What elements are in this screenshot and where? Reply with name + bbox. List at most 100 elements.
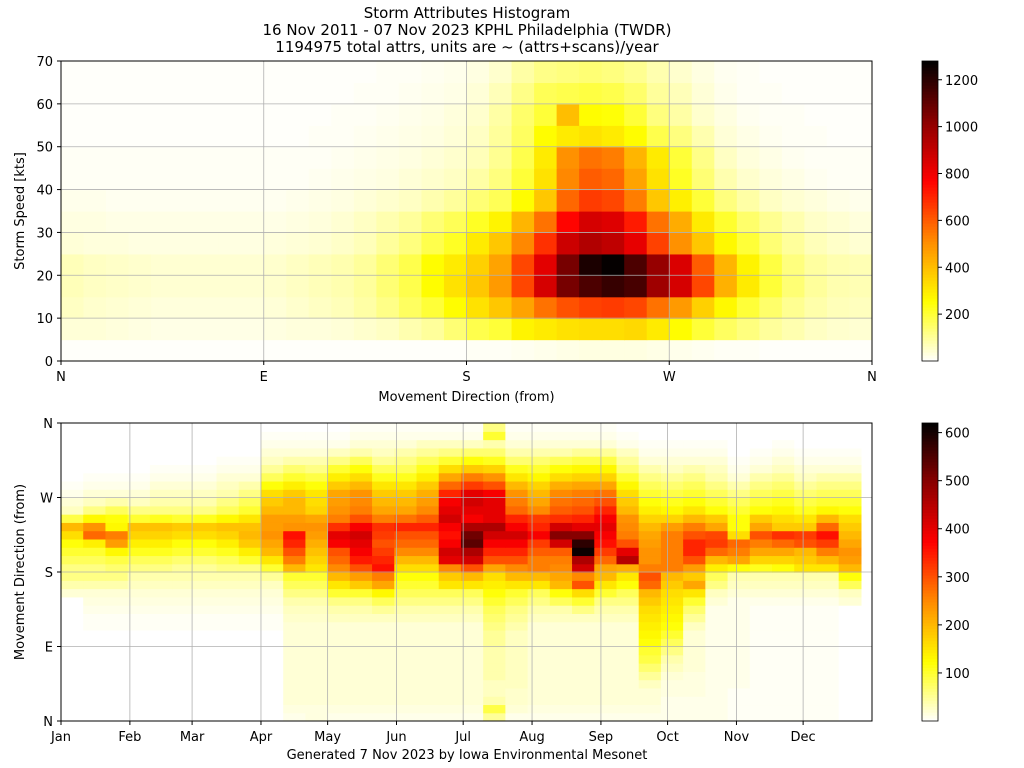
heatmap-cell [549,472,573,482]
heatmap-cell [394,580,418,590]
heatmap-cell [691,339,715,361]
heatmap-cell [61,654,84,664]
heatmap-cell [61,704,84,714]
heatmap-cell [127,538,151,548]
heatmap-cell [349,423,373,432]
heatmap-cell [61,146,85,169]
heatmap-cell [438,447,462,457]
colorbar-segment [922,175,938,179]
heatmap-cell [781,146,806,169]
colorbar-segment [922,607,938,612]
heatmap-cell [772,704,795,714]
colorbar-segment [922,184,938,188]
heatmap-cell [624,189,648,212]
heatmap-cell [549,447,573,457]
heatmap-cell [749,489,773,499]
heatmap-cell [460,679,484,689]
heatmap-cell [196,339,220,361]
heatmap-cell [572,464,595,474]
heatmap-cell [105,605,129,614]
heatmap-cell [260,654,284,664]
heatmap-cell [749,472,773,482]
heatmap-cell [372,522,395,532]
heatmap-cell [759,318,783,341]
heatmap-cell [601,146,625,169]
heatmap-cell [416,505,440,515]
heatmap-cell [759,82,783,105]
heatmap-cell [772,439,795,449]
heatmap-cell [398,103,423,126]
heatmap-cell [398,275,423,298]
heatmap-cell [327,654,351,664]
colorbar-segment [922,634,938,639]
heatmap-cell [83,555,107,565]
heatmap-cell [327,489,351,499]
heatmap-cell [283,555,307,565]
colorbar-segment [922,250,938,254]
heatmap-cell [727,596,751,606]
heatmap-cell [483,431,506,441]
heatmap-cell [691,189,715,212]
heatmap-cell [638,671,662,681]
heatmap-cell [194,431,218,441]
heatmap-cell [572,605,595,614]
heatmap-cell [759,125,783,148]
heatmap-cell [241,296,265,319]
heatmap-cell [260,480,284,490]
heatmap-cell [549,696,573,706]
heatmap-cell [714,275,738,298]
heatmap-cell [105,621,129,631]
heatmap-cell [61,275,85,298]
heatmap-cell [349,547,373,557]
heatmap-cell [196,61,220,84]
heatmap-cell [660,687,684,697]
colorbar-segment [922,262,938,266]
heatmap-cell [749,514,773,523]
heatmap-cell [616,505,640,515]
heatmap-cell [460,464,484,474]
heatmap-cell [151,125,175,148]
heatmap-cell [286,275,310,298]
heatmap-cell [727,538,751,548]
heatmap-cell [838,489,862,499]
heatmap-cell [594,431,618,441]
heatmap-cell [527,555,551,565]
heatmap-cell [816,464,840,474]
heatmap-cell [376,318,400,341]
heatmap-cell [527,480,551,490]
heatmap-cell [283,497,307,507]
heatmap-cell [149,456,173,465]
heatmap-cell [660,505,684,515]
heatmap-cell [353,211,377,234]
heatmap-cell [691,275,715,298]
heatmap-cell [572,629,595,639]
heatmap-cell [572,621,595,631]
heatmap-cell [816,547,840,557]
heatmap-cell [749,679,773,689]
heatmap-cell [105,654,129,664]
heatmap-cell [705,530,729,540]
heatmap-cell [305,696,329,706]
heatmap-cell [749,588,773,598]
heatmap-cell [61,456,84,465]
heatmap-cell [683,654,706,664]
colorbar-segment [922,325,938,329]
heatmap-cell [172,464,195,474]
heatmap-cell [263,168,287,191]
heatmap-cell [260,555,284,565]
heatmap-cell [194,563,218,573]
heatmap-cell [691,146,715,169]
heatmap-cell [727,613,751,623]
heatmap-cell [505,696,529,706]
colorbar-segment [922,301,938,305]
heatmap-cell [838,447,862,457]
heatmap-cell [705,464,729,474]
heatmap-cell [616,629,640,639]
heatmap-cell [216,563,240,573]
heatmap-cell [505,613,529,623]
heatmap-cell [483,671,506,681]
heatmap-cell [794,530,818,540]
heatmap-cell [460,555,484,565]
heatmap-cell [216,687,240,697]
colorbar-tick-label: 100 [945,667,970,682]
